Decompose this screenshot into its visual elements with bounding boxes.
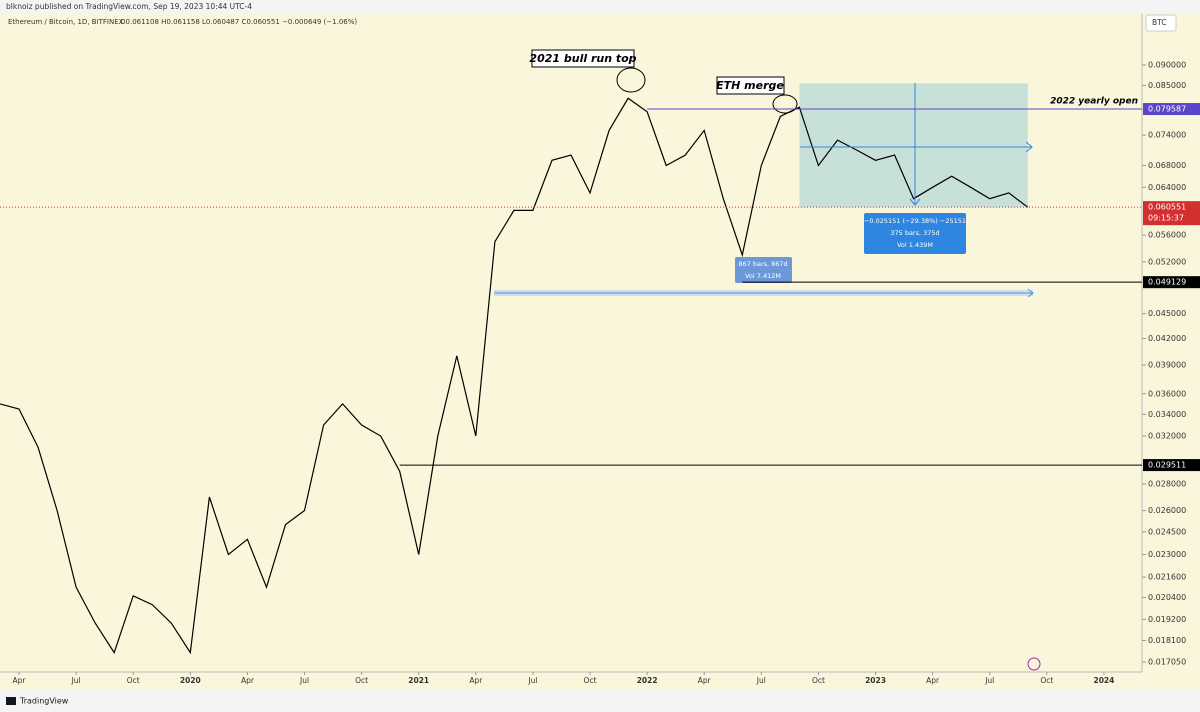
x-tick-label: Oct xyxy=(127,676,140,685)
x-tick-label: Apr xyxy=(698,676,712,685)
measure-text: 375 bars, 375d xyxy=(890,229,939,237)
y-tick-label: 0.068000 xyxy=(1148,161,1186,170)
y-tick-label: 0.085000 xyxy=(1148,81,1186,90)
arrow-head xyxy=(909,198,921,206)
x-tick-label: Oct xyxy=(584,676,597,685)
h-line-label: 2022 yearly open xyxy=(1050,97,1138,107)
footer: TradingView xyxy=(19,697,69,706)
measure-label xyxy=(735,257,792,283)
annotation-box xyxy=(531,49,635,68)
measure-label xyxy=(864,213,966,254)
price-label: 0.079587 xyxy=(1148,105,1186,114)
y-tick-label: 0.021600 xyxy=(1148,573,1186,582)
price-label-box xyxy=(1143,201,1200,226)
x-tick-label: 2024 xyxy=(1093,676,1114,685)
x-tick-label: Jul xyxy=(71,676,81,685)
ohlc: O0.061108 H0.061158 L0.060487 C0.060551 … xyxy=(120,18,357,26)
y-tick-label: 0.056000 xyxy=(1148,231,1186,240)
header-bar xyxy=(0,0,1200,14)
measure-text: Vol 7.412M xyxy=(745,272,781,280)
x-tick-label: Oct xyxy=(1040,676,1053,685)
x-tick-label: Oct xyxy=(812,676,825,685)
price-label-box xyxy=(1143,276,1200,289)
x-tick-label: 2022 xyxy=(637,676,658,685)
x-tick-label: Jul xyxy=(756,676,766,685)
symbol: Ethereum / Bitcoin, 1D, BITFINEX xyxy=(8,18,124,26)
y-tick-label: 0.024500 xyxy=(1148,527,1186,536)
x-tick-label: Oct xyxy=(355,676,368,685)
y-tick-label: 0.064000 xyxy=(1148,183,1186,192)
arrow-head xyxy=(1027,288,1034,298)
plot-area xyxy=(0,83,1029,655)
countdown: 09:15:37 xyxy=(1148,214,1184,223)
measure-text: 867 bars, 867d xyxy=(738,260,787,268)
y-tick-label: 0.052000 xyxy=(1148,257,1186,266)
y-tick-label: 0.032000 xyxy=(1148,432,1186,441)
x-tick-label: 2021 xyxy=(408,676,429,685)
x-tick-label: Jul xyxy=(527,676,537,685)
y-tick-label: 0.028000 xyxy=(1148,479,1186,488)
y-tick-label: 0.026000 xyxy=(1148,506,1186,515)
price-label-box xyxy=(1143,103,1200,116)
circle-mark xyxy=(616,67,646,93)
x-tick-label: Apr xyxy=(469,676,483,685)
y-tick-label: 0.039000 xyxy=(1148,361,1186,370)
price-line xyxy=(0,97,1029,655)
annotation: ETH merge xyxy=(716,79,784,92)
x-tick-label: Jul xyxy=(299,676,309,685)
measure-text: −0.025151 (−29.38%) −25151 xyxy=(864,217,966,225)
x-tick-label: 2023 xyxy=(865,676,886,685)
x-tick-label: 2020 xyxy=(180,676,201,685)
y-tick-label: 0.042000 xyxy=(1148,334,1186,343)
annotation-box xyxy=(716,76,785,95)
price-label: 0.060551 xyxy=(1148,203,1186,212)
x-tick-label: Jul xyxy=(984,676,994,685)
price-label: 0.029511 xyxy=(1148,461,1186,470)
y-tick-label: 0.018100 xyxy=(1148,636,1186,645)
y-tick-label: 0.036000 xyxy=(1148,389,1186,398)
header: blknoiz published on TradingView.com, Se… xyxy=(6,2,252,11)
annotation: 2021 bull run top xyxy=(529,52,636,65)
y-tick-label: 0.017050 xyxy=(1148,657,1186,666)
y-tick-label: 0.019200 xyxy=(1148,615,1186,624)
price-label: 0.049129 xyxy=(1148,278,1186,287)
circle-mark xyxy=(772,94,798,114)
measure-text: Vol 1.439M xyxy=(897,241,933,249)
y-tick-label: 0.074000 xyxy=(1148,131,1186,140)
footer-bar xyxy=(0,690,1200,712)
x-tick-label: Apr xyxy=(926,676,940,685)
x-tick-label: Apr xyxy=(13,676,27,685)
y-tick-label: 0.034000 xyxy=(1148,410,1186,419)
y-tick-label: 0.020400 xyxy=(1148,593,1186,602)
price-label-box xyxy=(1143,459,1200,472)
range-box xyxy=(799,83,1028,208)
event-icon xyxy=(1027,657,1041,671)
y-tick-label: 0.045000 xyxy=(1148,309,1186,318)
arrow-head xyxy=(1025,141,1033,153)
y-tick-label: 0.023000 xyxy=(1148,550,1186,559)
x-tick-label: Apr xyxy=(241,676,255,685)
currency-box xyxy=(1145,14,1177,32)
logo xyxy=(6,697,16,705)
y-tick-label: 0.090000 xyxy=(1148,60,1186,69)
currency: BTC xyxy=(1152,18,1167,27)
